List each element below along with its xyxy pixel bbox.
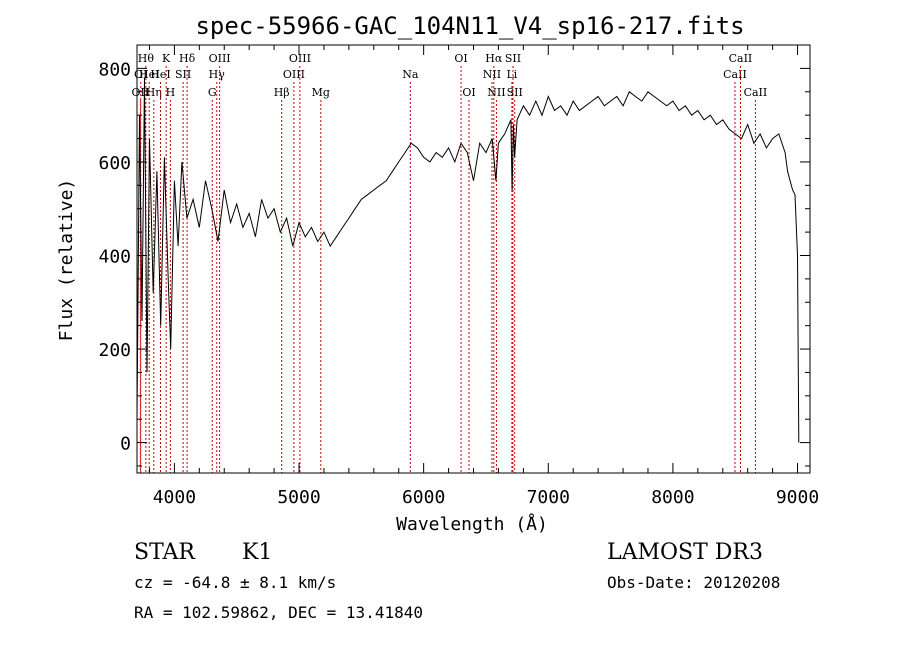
- spectrum-line: [136, 77, 800, 443]
- line-marker-label: OI: [462, 86, 475, 99]
- line-marker-label: Mg: [312, 86, 330, 99]
- line-marker-label: OIII: [209, 52, 231, 65]
- x-axis: 4000 5000 6000 7000 8000 9000: [148, 45, 819, 508]
- line-marker-label: HeI: [150, 68, 170, 81]
- y-axis-label: Flux (relative): [56, 179, 77, 342]
- line-marker-label: Hθ: [138, 52, 155, 65]
- line-marker-label: H: [166, 86, 176, 99]
- x-tick-label: 7000: [527, 487, 570, 508]
- line-marker-label: OIII: [283, 68, 305, 81]
- line-marker-label: Hγ: [209, 68, 226, 81]
- line-marker-label: Na: [402, 68, 419, 81]
- line-marker-label: SII: [505, 52, 521, 65]
- object-type: STAR: [134, 540, 195, 565]
- x-axis-label: Wavelength (Å): [396, 513, 548, 535]
- line-marker-label: SII: [175, 68, 191, 81]
- line-marker-label: OIII: [289, 52, 311, 65]
- y-axis: 0 200 400 600 800: [98, 44, 810, 467]
- line-marker-label: Hβ: [274, 86, 290, 99]
- coordinates: RA = 102.59862, DEC = 13.41840: [134, 603, 423, 622]
- object-subclass: K1: [242, 540, 273, 565]
- plot-frame: [136, 44, 811, 474]
- line-marker-label: G: [208, 86, 217, 99]
- line-marker-label: NII: [483, 68, 501, 81]
- line-marker-label: CaII: [744, 86, 768, 99]
- line-marker-label: Hδ: [179, 52, 196, 65]
- y-tick-label: 800: [98, 59, 131, 80]
- observation-date: Obs-Date: 20120208: [607, 573, 781, 592]
- line-marker-label: NII: [487, 86, 505, 99]
- y-tick-label: 200: [98, 340, 131, 361]
- line-marker-label: Hη: [146, 86, 162, 99]
- spectrum-series: [136, 77, 800, 443]
- redshift-velocity: cz = -64.8 ± 8.1 km/s: [134, 573, 337, 592]
- x-tick-label: 9000: [776, 487, 819, 508]
- line-marker-label: OI: [454, 52, 467, 65]
- line-marker-label: CaII: [729, 52, 753, 65]
- line-marker-label: SII: [507, 86, 523, 99]
- x-tick-label: 4000: [153, 487, 196, 508]
- line-marker-label: K: [162, 52, 171, 65]
- survey-name: LAMOST DR3: [607, 540, 763, 565]
- line-marker-label: Li: [506, 68, 517, 81]
- y-tick-label: 400: [98, 246, 131, 267]
- spectral-line-markers: OIIOIHθHeIHηHeIKHSIIHδGHγOIIIHβOIIIOIIIM…: [132, 52, 768, 473]
- x-tick-label: 8000: [651, 487, 694, 508]
- y-tick-label: 0: [120, 434, 131, 455]
- y-tick-label: 600: [98, 153, 131, 174]
- x-tick-label: 6000: [402, 487, 445, 508]
- chart-title: spec-55966-GAC_104N11_V4_sp16-217.fits: [195, 12, 744, 40]
- line-marker-label: CaII: [723, 68, 747, 81]
- line-marker-label: Hα: [485, 52, 503, 65]
- x-tick-label: 5000: [277, 487, 320, 508]
